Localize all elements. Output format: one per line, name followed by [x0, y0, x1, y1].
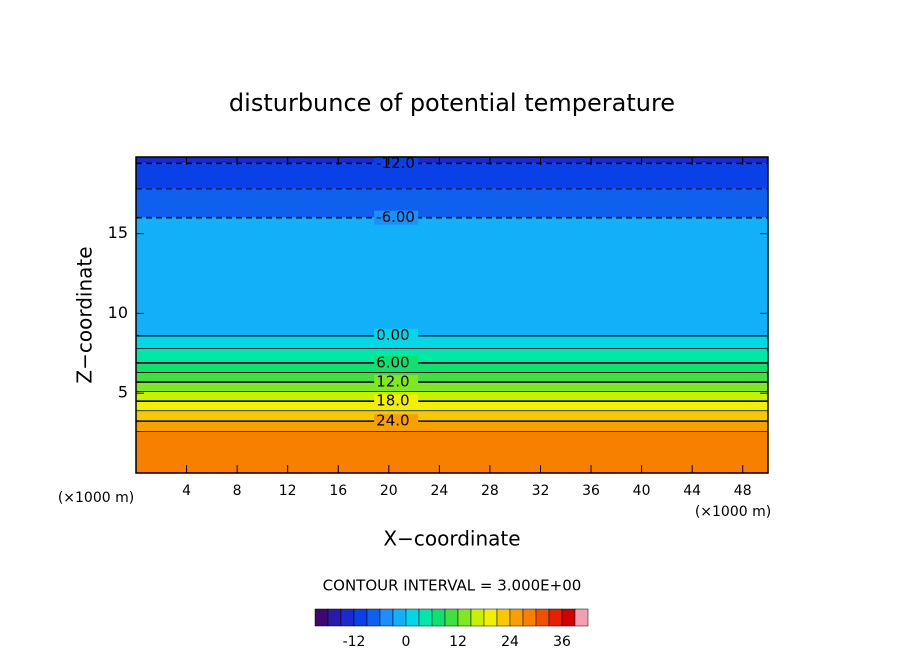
chart-title: disturbunce of potential temperature [229, 89, 675, 117]
colorbar-swatch [457, 608, 472, 627]
filled-band [136, 382, 768, 392]
colorbar-swatch [483, 608, 498, 627]
filled-band [136, 335, 768, 349]
x-tick-label: 36 [582, 483, 600, 499]
colorbar-tick-label: -12 [343, 634, 366, 650]
filled-band [136, 372, 768, 383]
colorbar-swatch [366, 608, 381, 627]
colorbar-swatch [353, 608, 368, 627]
contour-label: 24.0 [376, 412, 409, 430]
colorbar-swatch [327, 608, 342, 627]
contour-note: CONTOUR INTERVAL = 3.000E+00 [323, 577, 582, 595]
x-tick-label: 4 [182, 483, 191, 499]
plot-frame [135, 156, 769, 474]
filled-band [136, 217, 768, 336]
colorbar-tick-label: 0 [402, 634, 411, 650]
x-tick-label: 24 [430, 483, 448, 499]
colorbar-tick-label: 24 [501, 634, 519, 650]
colorbar-swatch [470, 608, 485, 627]
colorbar-swatch [314, 608, 329, 627]
x-tick-label: 28 [481, 483, 499, 499]
colorbar-swatch [522, 608, 537, 627]
contour-label-bg [374, 328, 419, 343]
contour-label-bg [374, 210, 419, 225]
contour-label: 12.0 [376, 373, 409, 391]
contour-label-bg [374, 375, 419, 390]
filled-band [136, 431, 768, 473]
contour-label-bg [374, 355, 419, 370]
filled-band [136, 391, 768, 402]
colorbar-swatch [379, 608, 394, 627]
filled-band [136, 163, 768, 189]
colorbar-swatch [405, 608, 420, 627]
colorbar-swatch [574, 608, 589, 627]
x-tick-label: 40 [633, 483, 651, 499]
contour-label: -6.00 [376, 208, 415, 226]
colorbar-swatch [418, 608, 433, 627]
filled-band [136, 157, 768, 164]
contour-label: 0.00 [376, 326, 409, 344]
x-tick-label: 16 [329, 483, 347, 499]
x-tick-label: 20 [380, 483, 398, 499]
x-tick-label: 44 [683, 483, 701, 499]
contour-label-bg [374, 414, 419, 429]
y-tick-label: 15 [108, 223, 128, 242]
y-tick-label: 5 [118, 383, 128, 402]
colorbar-swatch [340, 608, 355, 627]
colorbar-tick-label: 12 [449, 634, 467, 650]
colorbar-swatch [444, 608, 459, 627]
x-unit: (×1000 m) [695, 504, 771, 520]
x-axis-label: X−coordinate [383, 527, 520, 551]
y-tick-label: 10 [108, 303, 128, 322]
filled-band [136, 421, 768, 432]
x-tick-label: 48 [734, 483, 752, 499]
contour-label: 6.00 [376, 353, 409, 371]
filled-band [136, 188, 768, 218]
colorbar-swatch [561, 608, 576, 627]
contour-label: -12.0 [376, 154, 415, 172]
colorbar-swatch [548, 608, 563, 627]
y-unit: (×1000 m) [58, 490, 134, 506]
contour-label-bg [374, 394, 419, 409]
colorbar-tick-label: 36 [553, 634, 571, 650]
x-tick-label: 12 [279, 483, 297, 499]
y-axis-label: Z−coordinate [73, 246, 97, 383]
contour-label: 18.0 [376, 392, 409, 410]
colorbar-swatch [392, 608, 407, 627]
filled-band [136, 362, 768, 373]
filled-band [136, 401, 768, 411]
x-tick-label: 32 [532, 483, 550, 499]
x-tick-label: 8 [233, 483, 242, 499]
colorbar-swatch [431, 608, 446, 627]
contour-label-bg [374, 156, 419, 171]
colorbar-swatch [496, 608, 511, 627]
colorbar-swatch [535, 608, 550, 627]
colorbar-swatch [509, 608, 524, 627]
filled-band [136, 410, 768, 422]
filled-band [136, 348, 768, 363]
